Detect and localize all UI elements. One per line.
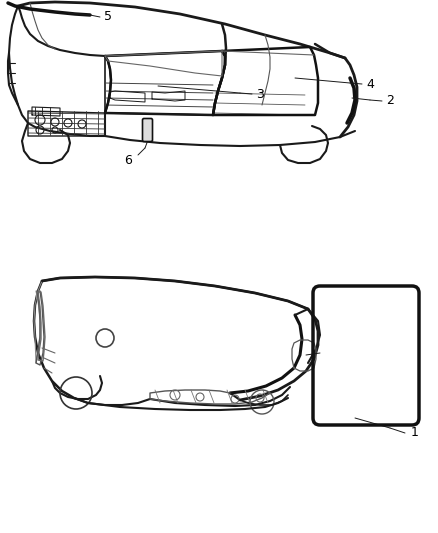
- Text: 5: 5: [104, 11, 112, 23]
- Text: 2: 2: [386, 94, 394, 108]
- Text: 6: 6: [124, 155, 132, 167]
- Text: 3: 3: [256, 87, 264, 101]
- FancyBboxPatch shape: [142, 118, 152, 141]
- Text: 1: 1: [411, 426, 419, 440]
- Text: 4: 4: [366, 77, 374, 91]
